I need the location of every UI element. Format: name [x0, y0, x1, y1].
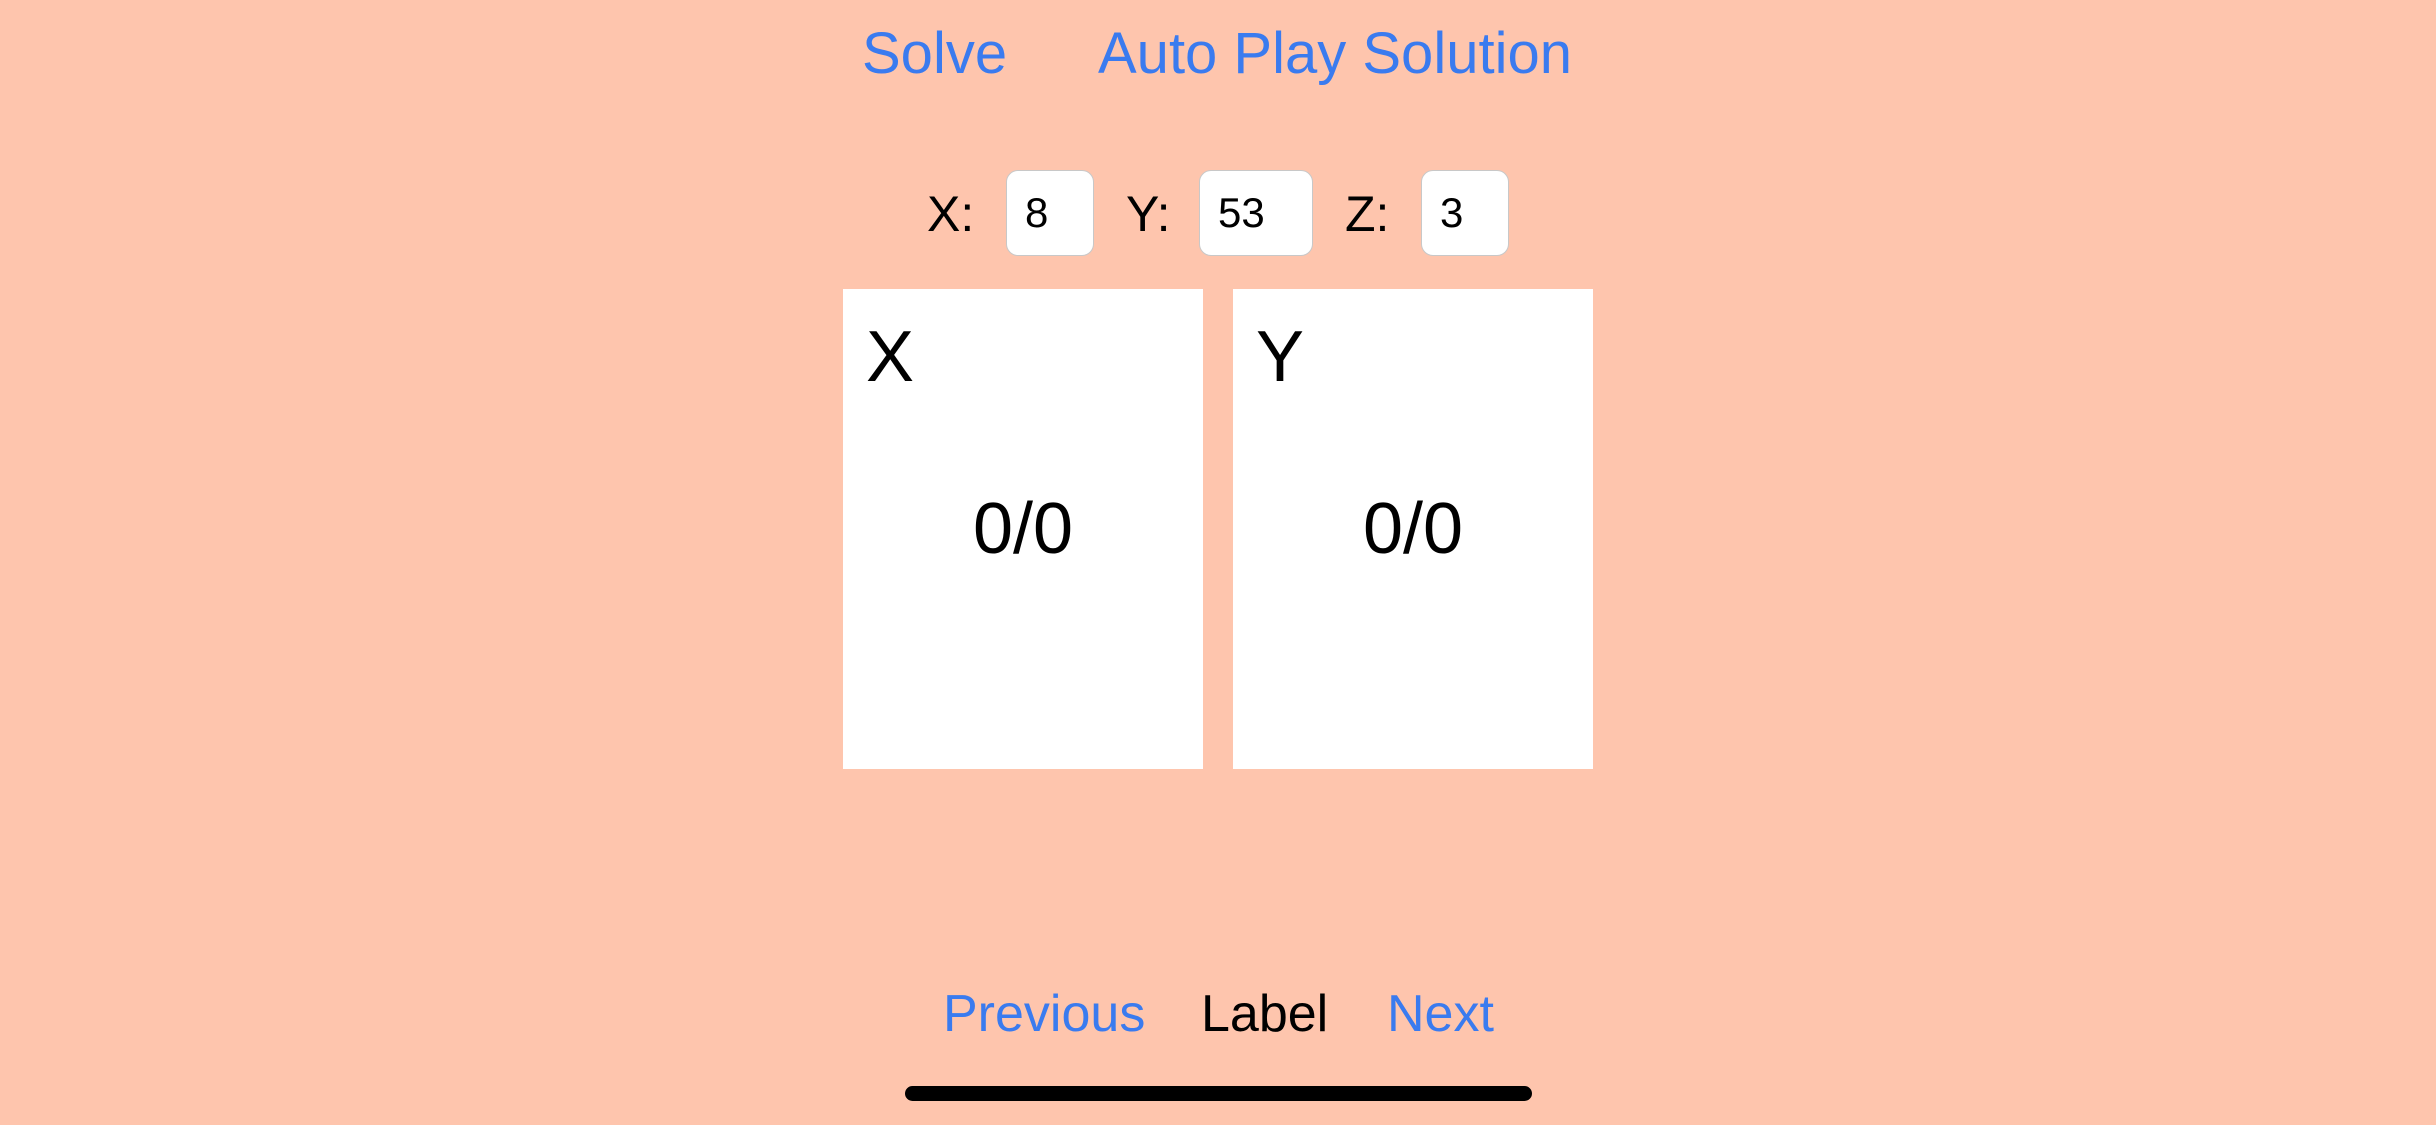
auto-play-solution-button[interactable]: Auto Play Solution	[1098, 21, 1572, 86]
card-x-title: X	[866, 317, 915, 397]
card-y-value: 0/0	[1362, 489, 1464, 569]
card-x: X 0/0	[843, 289, 1203, 769]
card-y-title: Y	[1256, 317, 1305, 397]
x-field-label: X:	[927, 186, 975, 242]
x-input[interactable]	[1006, 170, 1094, 256]
step-label: Label	[1201, 985, 1329, 1043]
home-indicator[interactable]	[905, 1086, 1532, 1101]
y-field-label: Y:	[1126, 186, 1171, 242]
y-input[interactable]	[1199, 170, 1313, 256]
z-field-label: Z:	[1345, 186, 1390, 242]
solve-button[interactable]: Solve	[862, 21, 1008, 86]
previous-button[interactable]: Previous	[943, 985, 1146, 1043]
next-button[interactable]: Next	[1387, 985, 1494, 1043]
z-input[interactable]	[1421, 170, 1509, 256]
card-x-value: 0/0	[972, 489, 1074, 569]
card-y: Y 0/0	[1233, 289, 1593, 769]
